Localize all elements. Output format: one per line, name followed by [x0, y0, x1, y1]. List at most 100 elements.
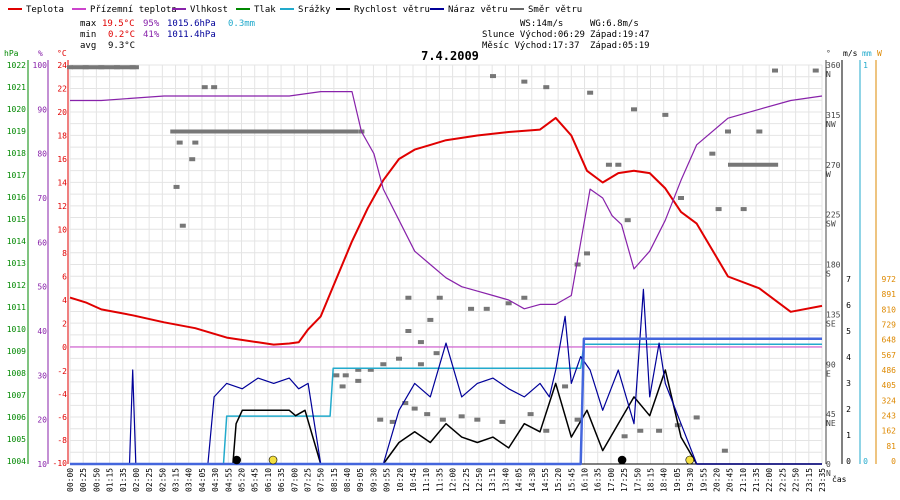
- tick-x-2: 00:50: [92, 468, 101, 492]
- tick-c-low-1: -4: [57, 390, 67, 399]
- tick-pct-6: 40: [37, 327, 47, 336]
- stats-block: max 19.5°C 95% 1015.6hPa 0.3mm min 0.2°C…: [80, 19, 650, 51]
- tick-x-32: 13:15: [488, 468, 497, 492]
- tick-w-0: 972: [882, 275, 897, 284]
- tick-w-6: 486: [882, 366, 897, 375]
- stats-avg-label: avg: [80, 41, 96, 51]
- tick-w-11: 81: [886, 442, 896, 451]
- tick-pct-5: 50: [37, 283, 47, 292]
- dir-point-30: [756, 129, 763, 134]
- tick-dir-7: 45: [826, 410, 836, 419]
- dir-point-37: [584, 251, 590, 256]
- tick-c-4: 16: [57, 155, 67, 164]
- dir-point-32: [615, 162, 622, 167]
- tick-w-12: 0: [891, 457, 896, 466]
- dir-point-42: [468, 306, 475, 311]
- tick-x-36: 14:55: [541, 468, 550, 492]
- tick-dir-label-3: SW: [826, 220, 836, 229]
- dir-point-41: [505, 301, 512, 306]
- tick-hpa-10: 1012: [7, 281, 26, 290]
- tick-c-2: 20: [57, 108, 67, 117]
- dir-point-49: [433, 351, 440, 356]
- dir-point-56: [355, 378, 362, 383]
- tick-hpa-8: 1014: [7, 237, 26, 246]
- series-line-4: [70, 288, 822, 465]
- tick-x-56: 23:15: [805, 468, 814, 492]
- tick-pct-1: 90: [37, 105, 47, 114]
- tick-x-5: 02:00: [132, 468, 141, 492]
- dir-point-22: [521, 79, 528, 84]
- tick-x-0: 00:00: [66, 468, 75, 492]
- stats-max-rain: 0.3mm: [228, 19, 255, 29]
- axis-unit-deg: °: [826, 49, 831, 58]
- tick-pct-0: 100: [33, 61, 48, 70]
- tick-pct-7: 30: [37, 371, 47, 380]
- stats-sun: Slunce Východ:06:29: [482, 30, 585, 40]
- dir-point-51: [396, 356, 402, 361]
- tick-dir-label-5: SE: [826, 319, 836, 328]
- tick-ms-0: 7: [846, 275, 851, 284]
- axis-unit-hpa: hPa: [4, 49, 19, 58]
- tick-x-6: 02:25: [145, 468, 154, 492]
- dir-point-52: [380, 362, 387, 367]
- tick-x-53: 22:00: [765, 468, 774, 492]
- tick-x-19: 07:50: [317, 468, 326, 492]
- stats-min-label: min: [80, 30, 96, 40]
- tick-hpa-13: 1009: [7, 347, 26, 356]
- tick-hpa-4: 1018: [7, 149, 26, 158]
- tick-hpa-3: 1019: [7, 127, 26, 136]
- tick-x-3: 01:15: [106, 468, 115, 492]
- dir-point-47: [417, 340, 424, 345]
- dir-point-55: [342, 373, 349, 378]
- tick-c-9: 6: [62, 273, 67, 282]
- dir-point-19: [179, 223, 186, 228]
- tick-x-51: 21:10: [739, 468, 748, 492]
- dir-point-57: [333, 373, 340, 378]
- legend: Teplota Přízemní teplota Vlhkost Tlak Sr…: [8, 5, 582, 15]
- dir-point-66: [474, 417, 481, 422]
- tick-x-49: 20:20: [712, 468, 721, 492]
- tick-hpa-18: 1004: [7, 457, 26, 466]
- tick-ms-4: 3: [846, 379, 851, 388]
- tick-pct-4: 60: [37, 238, 47, 247]
- dir-point-44: [436, 295, 443, 300]
- dir-point-60: [389, 419, 396, 424]
- tick-pct-8: 20: [37, 416, 47, 425]
- dir-point-74: [656, 428, 663, 433]
- tick-x-12: 04:55: [224, 468, 233, 492]
- tick-dir-1: 315: [826, 111, 841, 120]
- tick-c-6: 12: [57, 202, 67, 211]
- tick-c-8: 8: [62, 249, 67, 258]
- moon-marker-0: [232, 455, 241, 465]
- tick-dir-4: 180: [826, 261, 841, 270]
- tick-dir-3: 225: [826, 211, 841, 220]
- tick-hpa-17: 1005: [7, 435, 26, 444]
- tick-hpa-14: 1008: [7, 369, 26, 378]
- tick-w-4: 648: [882, 336, 897, 345]
- stats-min-press: 1011.4hPa: [167, 30, 216, 40]
- dir-point-35: [715, 207, 722, 212]
- legend-label-teplota: Teplota: [26, 5, 64, 15]
- series-line-3: [70, 369, 822, 465]
- tick-x-31: 12:50: [475, 468, 484, 492]
- axis-unit-w: W: [877, 49, 882, 58]
- legend-label-naraz-vetru: Náraz větru: [448, 5, 508, 15]
- dir-point-63: [424, 412, 431, 417]
- tick-x-33: 13:40: [501, 468, 510, 492]
- tick-x-18: 07:25: [303, 468, 312, 492]
- tick-w-5: 567: [882, 351, 897, 360]
- dir-point-7: [176, 140, 183, 145]
- tick-hpa-1: 1021: [7, 83, 26, 92]
- axis-unit-mm: mm: [862, 49, 872, 58]
- tick-c-5: 14: [57, 179, 67, 188]
- tick-x-7: 02:50: [158, 468, 167, 492]
- tick-c-low-2: -6: [57, 413, 67, 422]
- legend-label-vlhkost: Vlhkost: [190, 5, 228, 15]
- tick-x-43: 17:50: [633, 468, 642, 492]
- tick-dir-label-1: NW: [826, 120, 836, 129]
- tick-hpa-12: 1010: [7, 325, 26, 334]
- dir-point-33: [709, 151, 716, 156]
- tick-x-42: 17:25: [620, 468, 629, 492]
- tick-c-low-4: -10: [53, 459, 68, 468]
- dir-point-72: [621, 434, 628, 439]
